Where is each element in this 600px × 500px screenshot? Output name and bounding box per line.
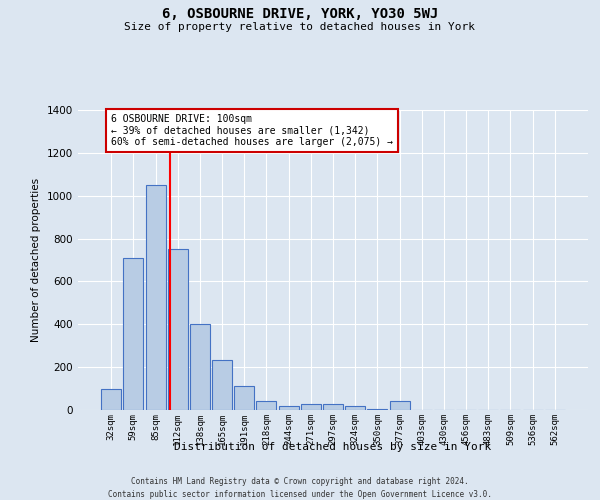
Bar — [278, 406, 299, 410]
Text: 6, OSBOURNE DRIVE, YORK, YO30 5WJ: 6, OSBOURNE DRIVE, YORK, YO30 5WJ — [162, 8, 438, 22]
Bar — [367, 409, 388, 410]
Bar — [345, 406, 365, 410]
Bar — [256, 402, 277, 410]
Bar — [234, 386, 254, 410]
Text: Size of property relative to detached houses in York: Size of property relative to detached ho… — [125, 22, 476, 32]
Text: 6 OSBOURNE DRIVE: 100sqm
← 39% of detached houses are smaller (1,342)
60% of sem: 6 OSBOURNE DRIVE: 100sqm ← 39% of detach… — [111, 114, 393, 148]
Bar — [168, 250, 188, 410]
Bar — [212, 360, 232, 410]
Bar — [323, 404, 343, 410]
Text: Distribution of detached houses by size in York: Distribution of detached houses by size … — [175, 442, 491, 452]
Bar — [389, 402, 410, 410]
Bar — [101, 388, 121, 410]
Bar — [190, 324, 210, 410]
Bar — [146, 185, 166, 410]
Bar — [124, 258, 143, 410]
Text: Contains HM Land Registry data © Crown copyright and database right 2024.
Contai: Contains HM Land Registry data © Crown c… — [108, 478, 492, 499]
Y-axis label: Number of detached properties: Number of detached properties — [31, 178, 41, 342]
Bar — [301, 404, 321, 410]
